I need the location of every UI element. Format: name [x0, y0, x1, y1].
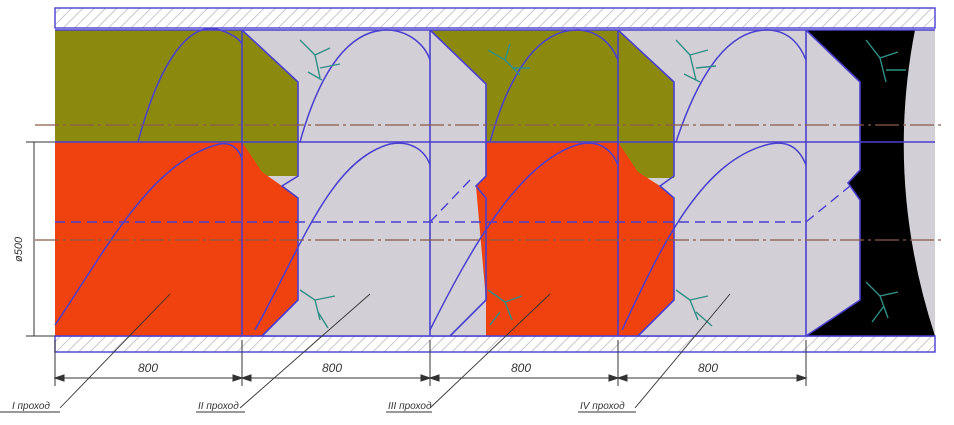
section1-lower-red: [55, 142, 242, 336]
pass-label-3: III проход: [388, 401, 432, 412]
dimension-label-4: 800: [698, 361, 718, 375]
section3-red: [476, 142, 618, 336]
section2-olive-wedge: [242, 30, 298, 176]
pass-label-2: II проход: [198, 401, 239, 412]
section3-olive: [430, 30, 618, 142]
diameter-label: ø500: [13, 236, 25, 262]
section1-upper-olive: [55, 30, 242, 142]
pass-label-1: I проход: [12, 401, 50, 412]
dimension-label-3: 800: [511, 361, 531, 375]
blast-curves: [54, 27, 807, 331]
dimension-label-2: 800: [322, 361, 342, 375]
rock-face-black: [806, 30, 935, 336]
pass-label-4: IV проход: [580, 401, 625, 412]
top-liner-band: [54, 7, 936, 29]
bottom-liner-band: [54, 335, 936, 353]
section4-olive-wedge: [618, 30, 674, 178]
section2-red-wedge: [242, 142, 298, 336]
crack-marks: [299, 39, 906, 329]
length-dimensions: [53, 340, 808, 386]
diameter-dimension: [26, 141, 55, 337]
dimension-label-1: 800: [138, 361, 158, 375]
section4-red-wedge: [618, 142, 674, 336]
dashed-axis: [55, 179, 851, 223]
centerlines: [35, 124, 945, 241]
section-outlines: [55, 29, 935, 337]
pass-leaders: [0, 293, 731, 413]
